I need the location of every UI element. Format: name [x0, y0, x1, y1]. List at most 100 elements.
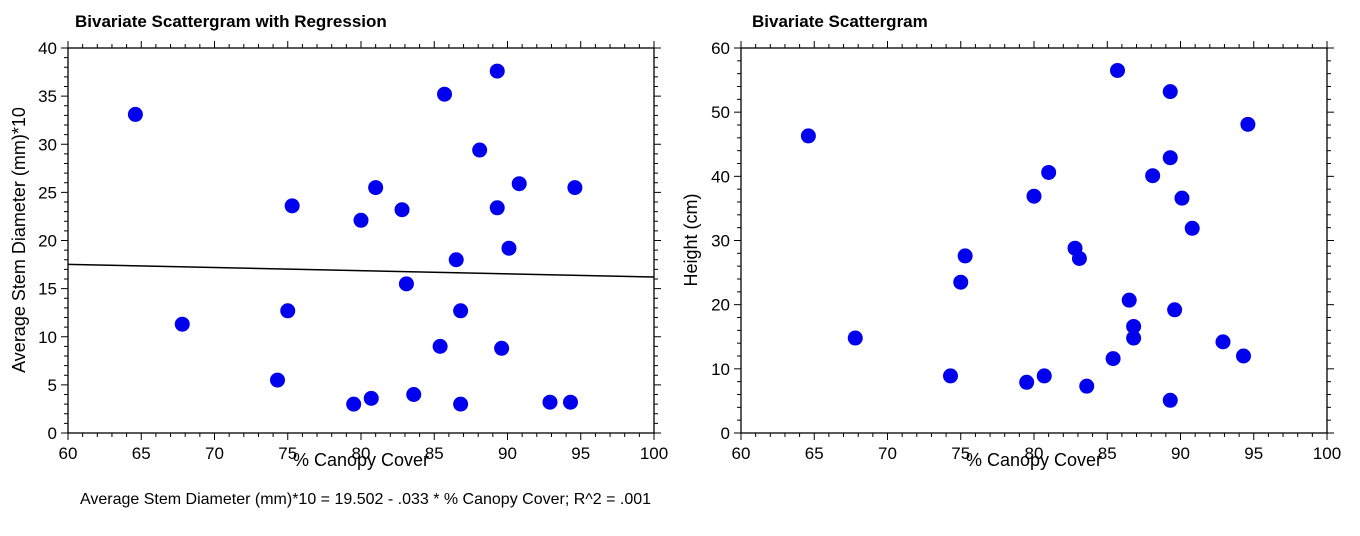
x-tick-label: 75 [951, 444, 970, 463]
data-point [1126, 318, 1142, 334]
data-point [437, 86, 453, 102]
right-x-axis-label: % Canopy Cover [966, 450, 1102, 470]
left-data-points [127, 63, 583, 412]
y-tick-label: 50 [711, 103, 730, 122]
data-point [1036, 368, 1052, 384]
left-axis-tick-labels: 60 65 70 75 80 85 90 95 100 0 5 10 15 20 25 30 35 40 [38, 39, 668, 463]
data-point [269, 372, 285, 388]
data-point [1215, 334, 1231, 350]
data-point [1162, 392, 1178, 408]
left-plot-frame [67, 47, 655, 434]
y-tick-label: 35 [38, 87, 57, 106]
data-point [472, 142, 488, 158]
left-chart-title: Bivariate Scattergram with Regression [75, 12, 387, 31]
data-point [1079, 378, 1095, 394]
x-tick-label: 90 [498, 444, 517, 463]
left-x-axis-label: % Canopy Cover [293, 450, 429, 470]
x-tick-label: 70 [878, 444, 897, 463]
x-tick-label: 80 [1025, 444, 1044, 463]
data-point [127, 106, 143, 122]
data-point [353, 212, 369, 228]
y-tick-label: 10 [38, 328, 57, 347]
data-point [406, 387, 422, 402]
data-point [346, 396, 362, 412]
x-tick-label: 60 [732, 444, 751, 463]
data-point [1235, 348, 1251, 364]
data-point [1019, 374, 1035, 390]
x-tick-label: 85 [425, 444, 444, 463]
data-point [1174, 190, 1190, 206]
y-tick-label: 40 [711, 167, 730, 186]
data-point [542, 394, 558, 410]
data-point [394, 202, 410, 218]
data-point [1071, 250, 1087, 266]
data-point [501, 240, 517, 256]
y-tick-label: 20 [38, 232, 57, 251]
data-point [957, 248, 973, 264]
y-tick-label: 25 [38, 183, 57, 202]
data-point [448, 252, 464, 268]
x-tick-label: 90 [1171, 444, 1190, 463]
x-tick-label: 65 [132, 444, 151, 463]
data-point [1110, 62, 1126, 78]
data-point [284, 198, 300, 214]
data-point [489, 63, 505, 79]
y-tick-label: 30 [38, 135, 57, 154]
data-point [453, 396, 469, 412]
x-tick-label: 80 [352, 444, 371, 463]
data-point [847, 330, 863, 346]
right-y-axis-label: Height (cm) [681, 193, 701, 286]
x-tick-label: 85 [1098, 444, 1117, 463]
x-tick-label: 100 [640, 444, 668, 463]
data-point [1145, 168, 1161, 184]
data-point [1167, 302, 1183, 318]
data-point [562, 394, 578, 410]
x-tick-label: 100 [1313, 444, 1341, 463]
data-point [363, 390, 379, 406]
data-point [398, 276, 414, 292]
y-tick-label: 30 [711, 232, 730, 251]
y-tick-label: 5 [48, 376, 57, 395]
x-tick-label: 75 [278, 444, 297, 463]
y-tick-label: 15 [38, 280, 57, 299]
y-tick-label: 10 [711, 360, 730, 379]
data-point [800, 128, 816, 144]
data-point [942, 368, 958, 384]
data-point [1105, 351, 1121, 367]
right-axis-tick-labels: 60 65 70 75 80 85 90 95 100 0 10 20 30 40 50 60 [711, 39, 1341, 463]
right-chart-title: Bivariate Scattergram [752, 12, 928, 31]
data-point [280, 303, 296, 319]
x-tick-label: 95 [1244, 444, 1263, 463]
y-tick-label: 20 [711, 296, 730, 315]
y-tick-label: 40 [38, 39, 57, 58]
data-point [1121, 292, 1137, 308]
right-axis-ticks [734, 41, 1334, 440]
data-point [1162, 84, 1178, 100]
data-point [953, 274, 969, 290]
data-point [1041, 164, 1057, 180]
y-tick-label: 60 [711, 39, 730, 58]
y-tick-label: 0 [721, 424, 730, 443]
x-tick-label: 65 [805, 444, 824, 463]
data-point [494, 340, 510, 356]
data-point [1184, 220, 1200, 236]
data-point [1026, 188, 1042, 204]
data-point [567, 180, 583, 196]
data-point [368, 180, 384, 196]
right-chart: Bivariate Scattergram 60 65 70 75 80 85 90 95 10… [681, 12, 1341, 470]
regression-equation: Average Stem Diameter (mm)*10 = 19.502 -… [80, 491, 651, 508]
x-tick-label: 60 [59, 444, 78, 463]
data-point [1162, 150, 1178, 166]
data-point [1240, 116, 1256, 132]
left-chart: Bivariate Scattergram with Regression 60… [9, 12, 668, 470]
data-point [1126, 330, 1142, 346]
right-data-points [800, 62, 1256, 408]
left-axis-ticks [61, 41, 661, 440]
data-point [453, 303, 469, 319]
x-tick-label: 70 [205, 444, 224, 463]
data-point [511, 176, 527, 192]
x-tick-label: 95 [571, 444, 590, 463]
data-point [432, 338, 448, 354]
data-point [174, 316, 190, 332]
